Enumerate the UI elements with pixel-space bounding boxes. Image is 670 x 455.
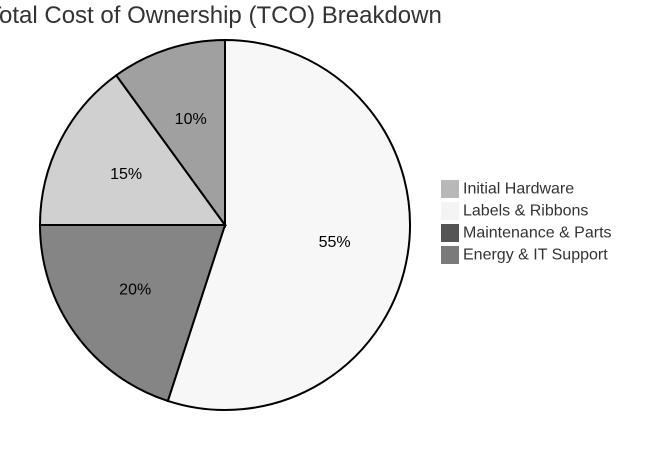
legend-swatch — [441, 202, 459, 220]
pie-slice-energy-it-support — [38, 73, 227, 226]
legend-label: Initial Hardware — [463, 181, 574, 198]
pie-slice-initial-hardware — [114, 38, 226, 229]
pie-slice-label: 15% — [110, 166, 142, 183]
pie-slice-label: 10% — [175, 111, 207, 128]
legend-swatch — [441, 246, 459, 264]
legend-swatch — [441, 180, 459, 198]
legend-label: Energy & IT Support — [463, 247, 608, 264]
legend-label: Maintenance & Parts — [463, 225, 612, 242]
pie-slice-label: 55% — [319, 234, 351, 251]
legend-swatch — [441, 224, 459, 242]
pie-slices — [38, 38, 411, 411]
pie-slice-label: 20% — [119, 282, 151, 299]
pie-slice-labels-ribbons — [166, 38, 411, 411]
chart-title: Total Cost of Ownership (TCO) Breakdown — [0, 2, 442, 29]
legend: Initial Hardware Labels & Ribbons Maintena… — [441, 180, 612, 264]
pie-slice-maintenance-parts — [38, 224, 227, 403]
pie-slice-labels: 55% 20% 15% 10% — [110, 111, 351, 299]
legend-label: Labels & Ribbons — [463, 203, 588, 220]
